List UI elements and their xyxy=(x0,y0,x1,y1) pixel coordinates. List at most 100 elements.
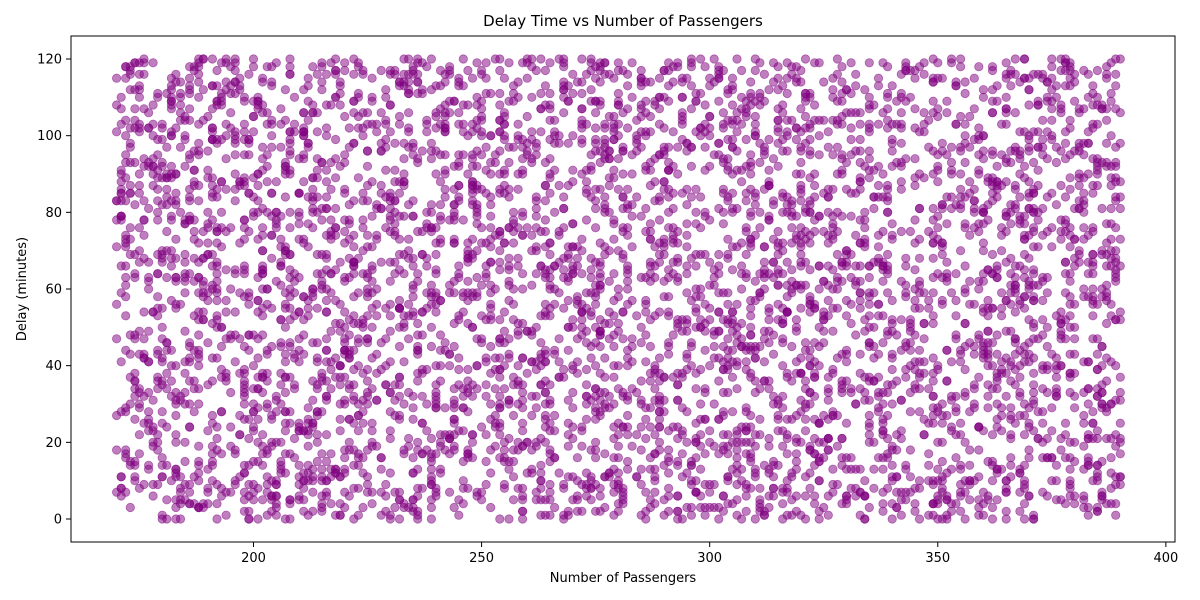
data-point xyxy=(248,54,259,64)
data-point xyxy=(130,414,140,424)
data-point xyxy=(454,510,464,520)
data-point xyxy=(873,230,884,240)
data-point xyxy=(194,92,204,102)
data-point xyxy=(139,104,149,114)
data-point xyxy=(372,127,382,137)
data-point xyxy=(773,127,783,137)
data-point xyxy=(335,499,345,509)
data-point xyxy=(955,418,966,428)
data-point xyxy=(399,211,409,221)
data-point xyxy=(130,123,140,133)
data-point xyxy=(942,376,952,386)
data-point xyxy=(280,161,290,171)
data-point xyxy=(645,422,656,432)
data-point xyxy=(444,361,455,371)
data-point xyxy=(472,115,482,125)
data-point xyxy=(394,234,405,244)
data-point xyxy=(326,499,336,509)
data-point xyxy=(846,387,856,398)
data-point xyxy=(413,54,423,64)
data-point xyxy=(992,414,1002,424)
data-point xyxy=(540,437,551,447)
data-point xyxy=(207,249,217,260)
data-point xyxy=(855,295,865,306)
data-point xyxy=(221,184,231,194)
data-point xyxy=(577,307,587,317)
data-point xyxy=(531,242,541,252)
data-point xyxy=(691,96,701,106)
data-point xyxy=(581,414,592,424)
data-point xyxy=(673,422,683,432)
data-point xyxy=(650,476,660,486)
data-point xyxy=(125,138,135,148)
data-point xyxy=(723,253,733,263)
data-point xyxy=(294,307,304,317)
data-point xyxy=(741,249,751,260)
data-point xyxy=(933,464,943,474)
data-point xyxy=(545,303,555,313)
data-point xyxy=(1019,483,1030,493)
data-point xyxy=(1024,142,1034,152)
data-point xyxy=(700,414,710,424)
data-point xyxy=(965,495,975,505)
data-point xyxy=(1092,502,1103,513)
data-point xyxy=(330,295,341,306)
data-point xyxy=(892,376,902,386)
data-point xyxy=(718,123,729,133)
data-point xyxy=(1065,322,1075,332)
data-point xyxy=(595,506,605,516)
data-point xyxy=(577,299,587,309)
data-point xyxy=(946,288,957,298)
data-point xyxy=(513,253,523,263)
data-point xyxy=(600,318,610,329)
data-point xyxy=(1056,215,1066,225)
data-point xyxy=(221,372,231,382)
data-point xyxy=(517,426,528,436)
data-point xyxy=(185,73,195,83)
data-point xyxy=(267,230,277,240)
data-point xyxy=(609,111,619,122)
data-point xyxy=(1088,407,1098,417)
data-point xyxy=(362,269,373,279)
data-point xyxy=(440,338,450,348)
data-point xyxy=(248,399,259,409)
data-point xyxy=(426,200,436,210)
data-point xyxy=(709,272,719,283)
data-point xyxy=(317,506,327,516)
data-point xyxy=(1079,284,1089,294)
data-point xyxy=(271,177,281,187)
data-point xyxy=(905,315,916,325)
data-point xyxy=(764,441,774,451)
data-point xyxy=(974,445,984,455)
data-point xyxy=(134,483,144,493)
data-point xyxy=(864,92,874,102)
data-point xyxy=(153,207,163,217)
data-point xyxy=(727,437,738,447)
data-point xyxy=(768,483,779,493)
data-point xyxy=(207,81,217,91)
data-point xyxy=(294,219,304,229)
data-point xyxy=(983,326,993,336)
data-point xyxy=(686,81,697,91)
data-point xyxy=(1092,92,1103,102)
data-point xyxy=(157,119,167,129)
data-point xyxy=(367,499,377,509)
data-point xyxy=(604,307,614,317)
data-point xyxy=(381,361,391,371)
data-point xyxy=(166,476,176,486)
data-point xyxy=(1056,54,1066,64)
data-point xyxy=(622,81,633,91)
data-point xyxy=(358,215,368,225)
data-point xyxy=(536,380,546,390)
data-point xyxy=(791,464,802,474)
data-point xyxy=(422,261,432,271)
data-point xyxy=(280,242,290,252)
data-point xyxy=(809,491,820,501)
data-point xyxy=(308,292,318,302)
data-point xyxy=(718,108,729,118)
data-point xyxy=(773,299,783,309)
data-point xyxy=(340,345,350,355)
data-point xyxy=(937,200,947,210)
data-point xyxy=(203,173,213,183)
data-point xyxy=(796,510,806,520)
